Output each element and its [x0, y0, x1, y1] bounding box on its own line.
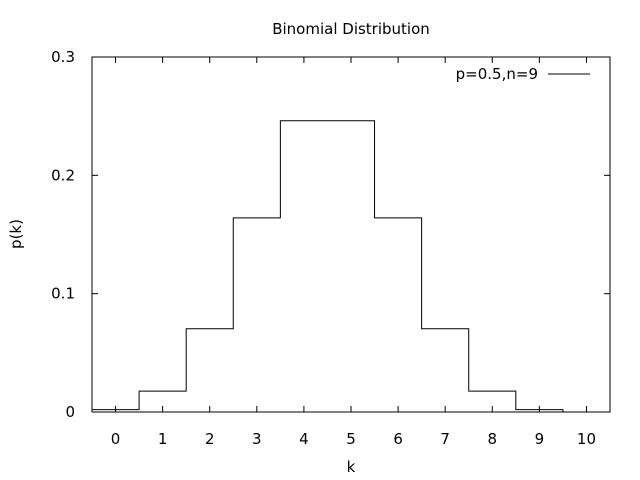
series-step-line [92, 120, 610, 413]
x-tick-label-6: 6 [393, 430, 403, 448]
y-tick-label-0: 0 [65, 403, 75, 421]
y-tick-label-1: 0.1 [51, 285, 75, 303]
legend-label: p=0.5,n=9 [456, 65, 538, 83]
chart-title: Binomial Distribution [272, 20, 430, 38]
x-tick-label-2: 2 [205, 430, 215, 448]
y-tick-label-3: 0.3 [51, 48, 75, 66]
plot-frame [91, 56, 611, 413]
x-tick-label-9: 9 [535, 430, 545, 448]
y-axis-label: p(k) [7, 219, 25, 249]
x-tick-label-8: 8 [487, 430, 497, 448]
x-tick-label-3: 3 [252, 430, 262, 448]
x-tick-label-5: 5 [346, 430, 356, 448]
x-tick-label-1: 1 [158, 430, 168, 448]
legend: p=0.5,n=9 [456, 65, 590, 83]
x-axis-ticks: 0 1 2 3 4 5 6 7 8 9 10 [111, 57, 596, 448]
x-tick-label-4: 4 [299, 430, 309, 448]
x-tick-label-0: 0 [111, 430, 121, 448]
x-tick-label-7: 7 [440, 430, 450, 448]
x-tick-label-10: 10 [577, 430, 596, 448]
x-axis-label: k [347, 458, 356, 476]
y-axis-ticks: 0 0.1 0.2 0.3 [51, 48, 610, 421]
y-tick-label-2: 0.2 [51, 166, 75, 184]
